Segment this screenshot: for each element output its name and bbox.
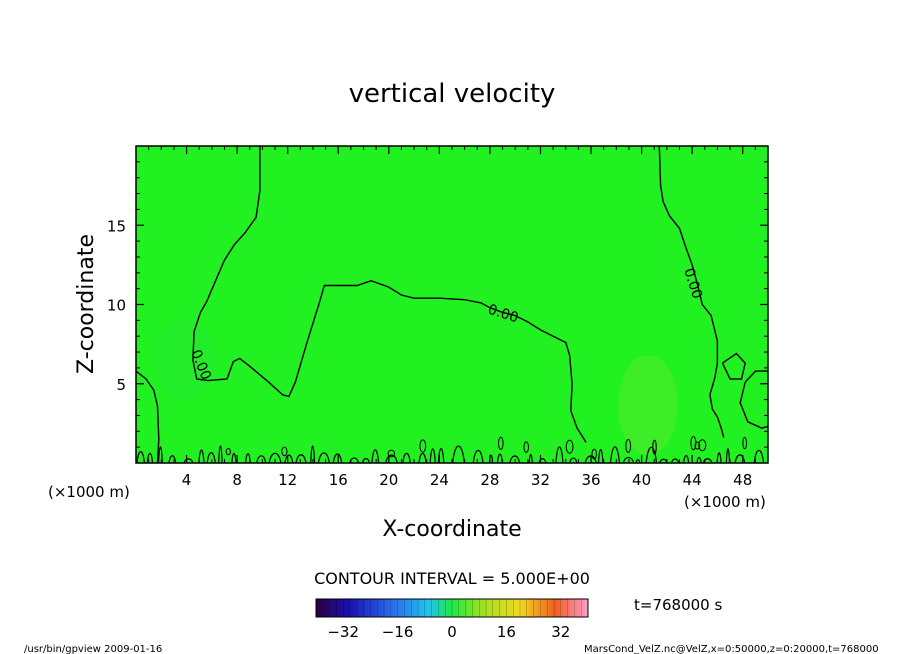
x-unit-left: (×1000 m) — [48, 483, 130, 501]
colorbar-tick-label: −16 — [382, 623, 414, 641]
colorbar-ticks: −32 −16 0 16 32 — [315, 599, 589, 641]
footer-left: /usr/bin/gpview 2009-01-16 — [24, 644, 162, 654]
x-tick-label: 28 — [480, 471, 499, 489]
contour-left-boundary — [135, 370, 160, 464]
x-axis-title: X-coordinate — [382, 517, 521, 542]
colorbar-tick-label: 0 — [447, 623, 457, 641]
field-tint-right — [618, 355, 678, 455]
x-tick-label: 4 — [182, 471, 192, 489]
colorbar-tick-label: −32 — [327, 623, 359, 641]
turbulence-cell — [565, 439, 574, 454]
colorbar-tick-label: 32 — [551, 623, 570, 641]
y-tick-label: 10 — [107, 297, 126, 315]
turbulence-cell — [625, 439, 632, 453]
turbulence-cell — [281, 446, 288, 457]
x-tick-label: 8 — [232, 471, 242, 489]
x-tick-label: 40 — [632, 471, 651, 489]
y-tick-label: 5 — [116, 376, 126, 394]
y-axis-title: Z-coordinate — [74, 234, 99, 374]
x-tick-label: 24 — [430, 471, 449, 489]
turbulence-cell — [742, 436, 748, 450]
x-tick-label: 12 — [278, 471, 297, 489]
turbulence-cell — [591, 448, 597, 460]
y-axis: 5 10 15 — [107, 161, 768, 448]
turbulence-cell — [225, 448, 231, 456]
turbulence-cell — [690, 436, 697, 451]
x-tick-label: 36 — [581, 471, 600, 489]
surface-turbulence-contours — [136, 436, 765, 464]
turbulence-cell — [694, 441, 701, 450]
turbulence-cell — [387, 449, 396, 458]
x-unit-right: (×1000 m) — [684, 493, 766, 511]
x-tick-label: 20 — [379, 471, 398, 489]
contour-left-dome — [192, 146, 587, 443]
contour-right-loop — [721, 352, 746, 380]
colorbar-tick-label: 16 — [497, 623, 516, 641]
contour-lines — [135, 145, 769, 464]
chart-title: vertical velocity — [349, 79, 556, 109]
y-tick-label: 15 — [107, 217, 126, 235]
x-tick-label: 32 — [531, 471, 550, 489]
x-tick-label: 16 — [329, 471, 348, 489]
time-label: t=768000 s — [634, 596, 722, 614]
turbulence-cell — [498, 436, 504, 450]
turbulence-cell — [698, 439, 707, 452]
x-axis: 4 8 12 16 20 24 28 32 36 40 44 48 — [148, 146, 756, 489]
contour-right-dome — [658, 145, 725, 438]
x-tick-label: 44 — [683, 471, 702, 489]
turbulence-cell — [652, 439, 657, 455]
contour-right-boundary — [739, 370, 769, 429]
turbulence-cell — [419, 439, 427, 453]
surface-turbulence — [136, 445, 765, 464]
turbulence-cell — [523, 441, 530, 453]
contour-interval: CONTOUR INTERVAL = 5.000E+00 — [314, 569, 590, 588]
footer-right: MarsCond_VelZ.nc@VelZ,x=0:50000,z=0:2000… — [584, 644, 879, 654]
x-tick-label: 48 — [733, 471, 752, 489]
